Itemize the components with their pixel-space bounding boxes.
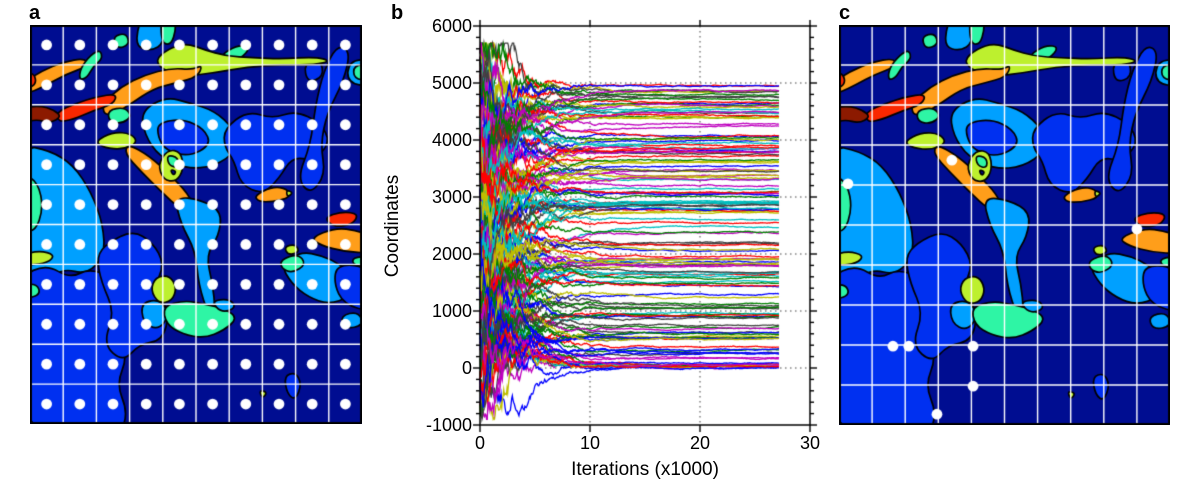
x-tick-label: 0 bbox=[474, 433, 485, 453]
y-axis-title: Coordinates bbox=[382, 174, 403, 278]
x-tick-label: 10 bbox=[579, 433, 601, 453]
y-tick-label: -1000 bbox=[425, 415, 472, 435]
y-tick-label: 2000 bbox=[431, 244, 472, 264]
panel-b-label: b bbox=[391, 2, 404, 24]
panel-a-label: a bbox=[29, 2, 41, 24]
panel-a-contour-map bbox=[30, 25, 362, 424]
panel-c-label: c bbox=[839, 2, 851, 24]
y-tick-label: 1000 bbox=[431, 301, 472, 321]
panel-c-contour-map bbox=[839, 25, 1170, 425]
panel-b-line-chart bbox=[470, 16, 820, 436]
x-axis-title: Iterations (x1000) bbox=[571, 459, 719, 480]
y-tick-label: 3000 bbox=[431, 187, 472, 207]
y-tick-label: 5000 bbox=[431, 73, 472, 93]
y-tick-label: 0 bbox=[461, 358, 472, 378]
y-tick-label: 6000 bbox=[431, 16, 472, 36]
y-tick-label: 4000 bbox=[431, 130, 472, 150]
x-tick-label: 20 bbox=[689, 433, 711, 453]
x-tick-label: 30 bbox=[799, 433, 821, 453]
